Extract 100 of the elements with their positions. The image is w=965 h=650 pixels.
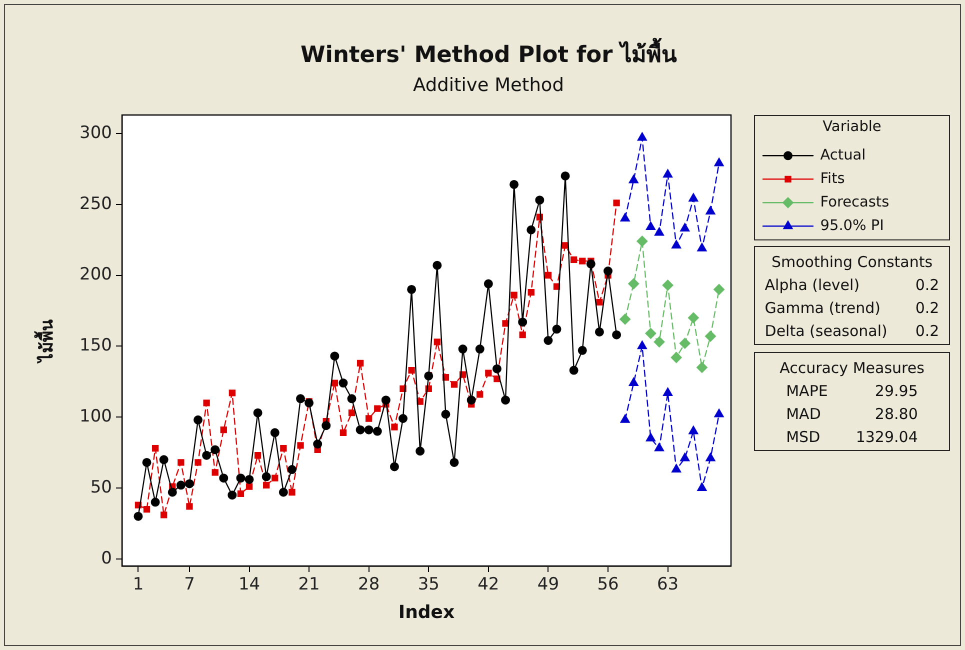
point xyxy=(705,330,716,342)
x-tick-label: 28 xyxy=(358,574,380,595)
x-tick-label: 42 xyxy=(478,574,500,595)
chart-title: Winters' Method Plot for ไม้พื้น xyxy=(300,36,678,68)
point xyxy=(160,512,168,518)
point xyxy=(254,452,262,459)
point xyxy=(706,452,716,462)
point xyxy=(662,169,673,178)
point xyxy=(628,278,640,290)
text: Gamma (trend) 0.2 xyxy=(764,299,940,317)
x-tick-label: 56 xyxy=(597,574,619,595)
point xyxy=(510,292,518,298)
text: MSD 1329.04 xyxy=(786,428,918,446)
y-tick-label: 300 xyxy=(80,122,112,143)
point xyxy=(613,200,620,206)
text: Accuracy Measures xyxy=(778,358,926,379)
x-axis-title: Index xyxy=(398,602,455,623)
chart-subtitle: Additive Method xyxy=(413,74,564,96)
point xyxy=(228,390,236,396)
point xyxy=(596,298,603,306)
point xyxy=(484,279,493,288)
point xyxy=(679,338,690,349)
point xyxy=(416,446,425,456)
text: Alpha (level) 0.2 xyxy=(764,276,940,294)
point xyxy=(714,408,724,418)
point xyxy=(348,410,356,416)
point xyxy=(236,474,246,483)
point xyxy=(688,426,698,434)
point xyxy=(178,459,184,466)
point xyxy=(612,330,622,340)
point xyxy=(458,344,468,354)
point xyxy=(450,458,459,467)
point xyxy=(628,378,638,386)
point xyxy=(143,506,150,513)
legend-title: Variable xyxy=(822,119,882,136)
point xyxy=(296,394,306,404)
point xyxy=(662,387,673,396)
point xyxy=(246,483,253,490)
point xyxy=(202,450,212,460)
point xyxy=(688,312,699,324)
point xyxy=(356,425,365,434)
point xyxy=(176,480,186,490)
point xyxy=(670,352,682,364)
point xyxy=(645,328,656,339)
point xyxy=(381,396,390,405)
y-tick-label: 150 xyxy=(80,336,112,356)
point xyxy=(203,400,210,406)
point xyxy=(338,378,348,388)
point xyxy=(372,426,382,436)
point xyxy=(662,280,674,291)
point xyxy=(485,370,492,376)
point xyxy=(142,458,152,467)
point xyxy=(374,405,381,412)
text: MAD 28.80 xyxy=(786,405,918,423)
point xyxy=(340,429,347,436)
point xyxy=(304,398,314,408)
y-tick-label: 250 xyxy=(80,194,112,214)
point xyxy=(526,225,536,234)
point xyxy=(347,394,356,404)
point xyxy=(502,320,509,327)
point xyxy=(544,336,553,345)
point xyxy=(688,193,698,202)
point xyxy=(552,324,562,334)
point xyxy=(322,421,331,430)
point xyxy=(391,424,398,430)
point xyxy=(501,396,510,405)
point xyxy=(475,344,484,354)
point xyxy=(398,414,408,424)
point xyxy=(194,459,202,466)
point xyxy=(253,408,262,418)
point xyxy=(714,284,725,295)
point xyxy=(628,174,638,184)
point xyxy=(510,180,519,189)
point xyxy=(288,488,296,496)
point xyxy=(578,346,587,355)
point xyxy=(654,442,664,452)
point xyxy=(654,336,665,348)
point xyxy=(646,432,656,442)
x-tick-label: 35 xyxy=(418,574,440,595)
x-tick-label: 63 xyxy=(656,574,679,595)
point xyxy=(706,206,716,214)
point xyxy=(466,396,476,405)
point xyxy=(244,474,254,484)
point xyxy=(637,132,647,141)
text: Smoothing Constants xyxy=(770,252,934,273)
point xyxy=(287,465,296,474)
y-tick-label: 100 xyxy=(80,406,112,427)
point xyxy=(263,482,270,488)
point xyxy=(620,314,631,325)
point xyxy=(168,488,177,497)
point xyxy=(262,472,271,482)
legend-label: Forecasts xyxy=(820,194,890,210)
x-tick-label: 7 xyxy=(184,574,195,595)
point xyxy=(237,490,244,497)
x-tick-label: 14 xyxy=(238,574,260,595)
point xyxy=(528,288,534,296)
point xyxy=(696,362,708,373)
point xyxy=(330,352,340,361)
point xyxy=(441,410,450,419)
point xyxy=(356,360,364,367)
